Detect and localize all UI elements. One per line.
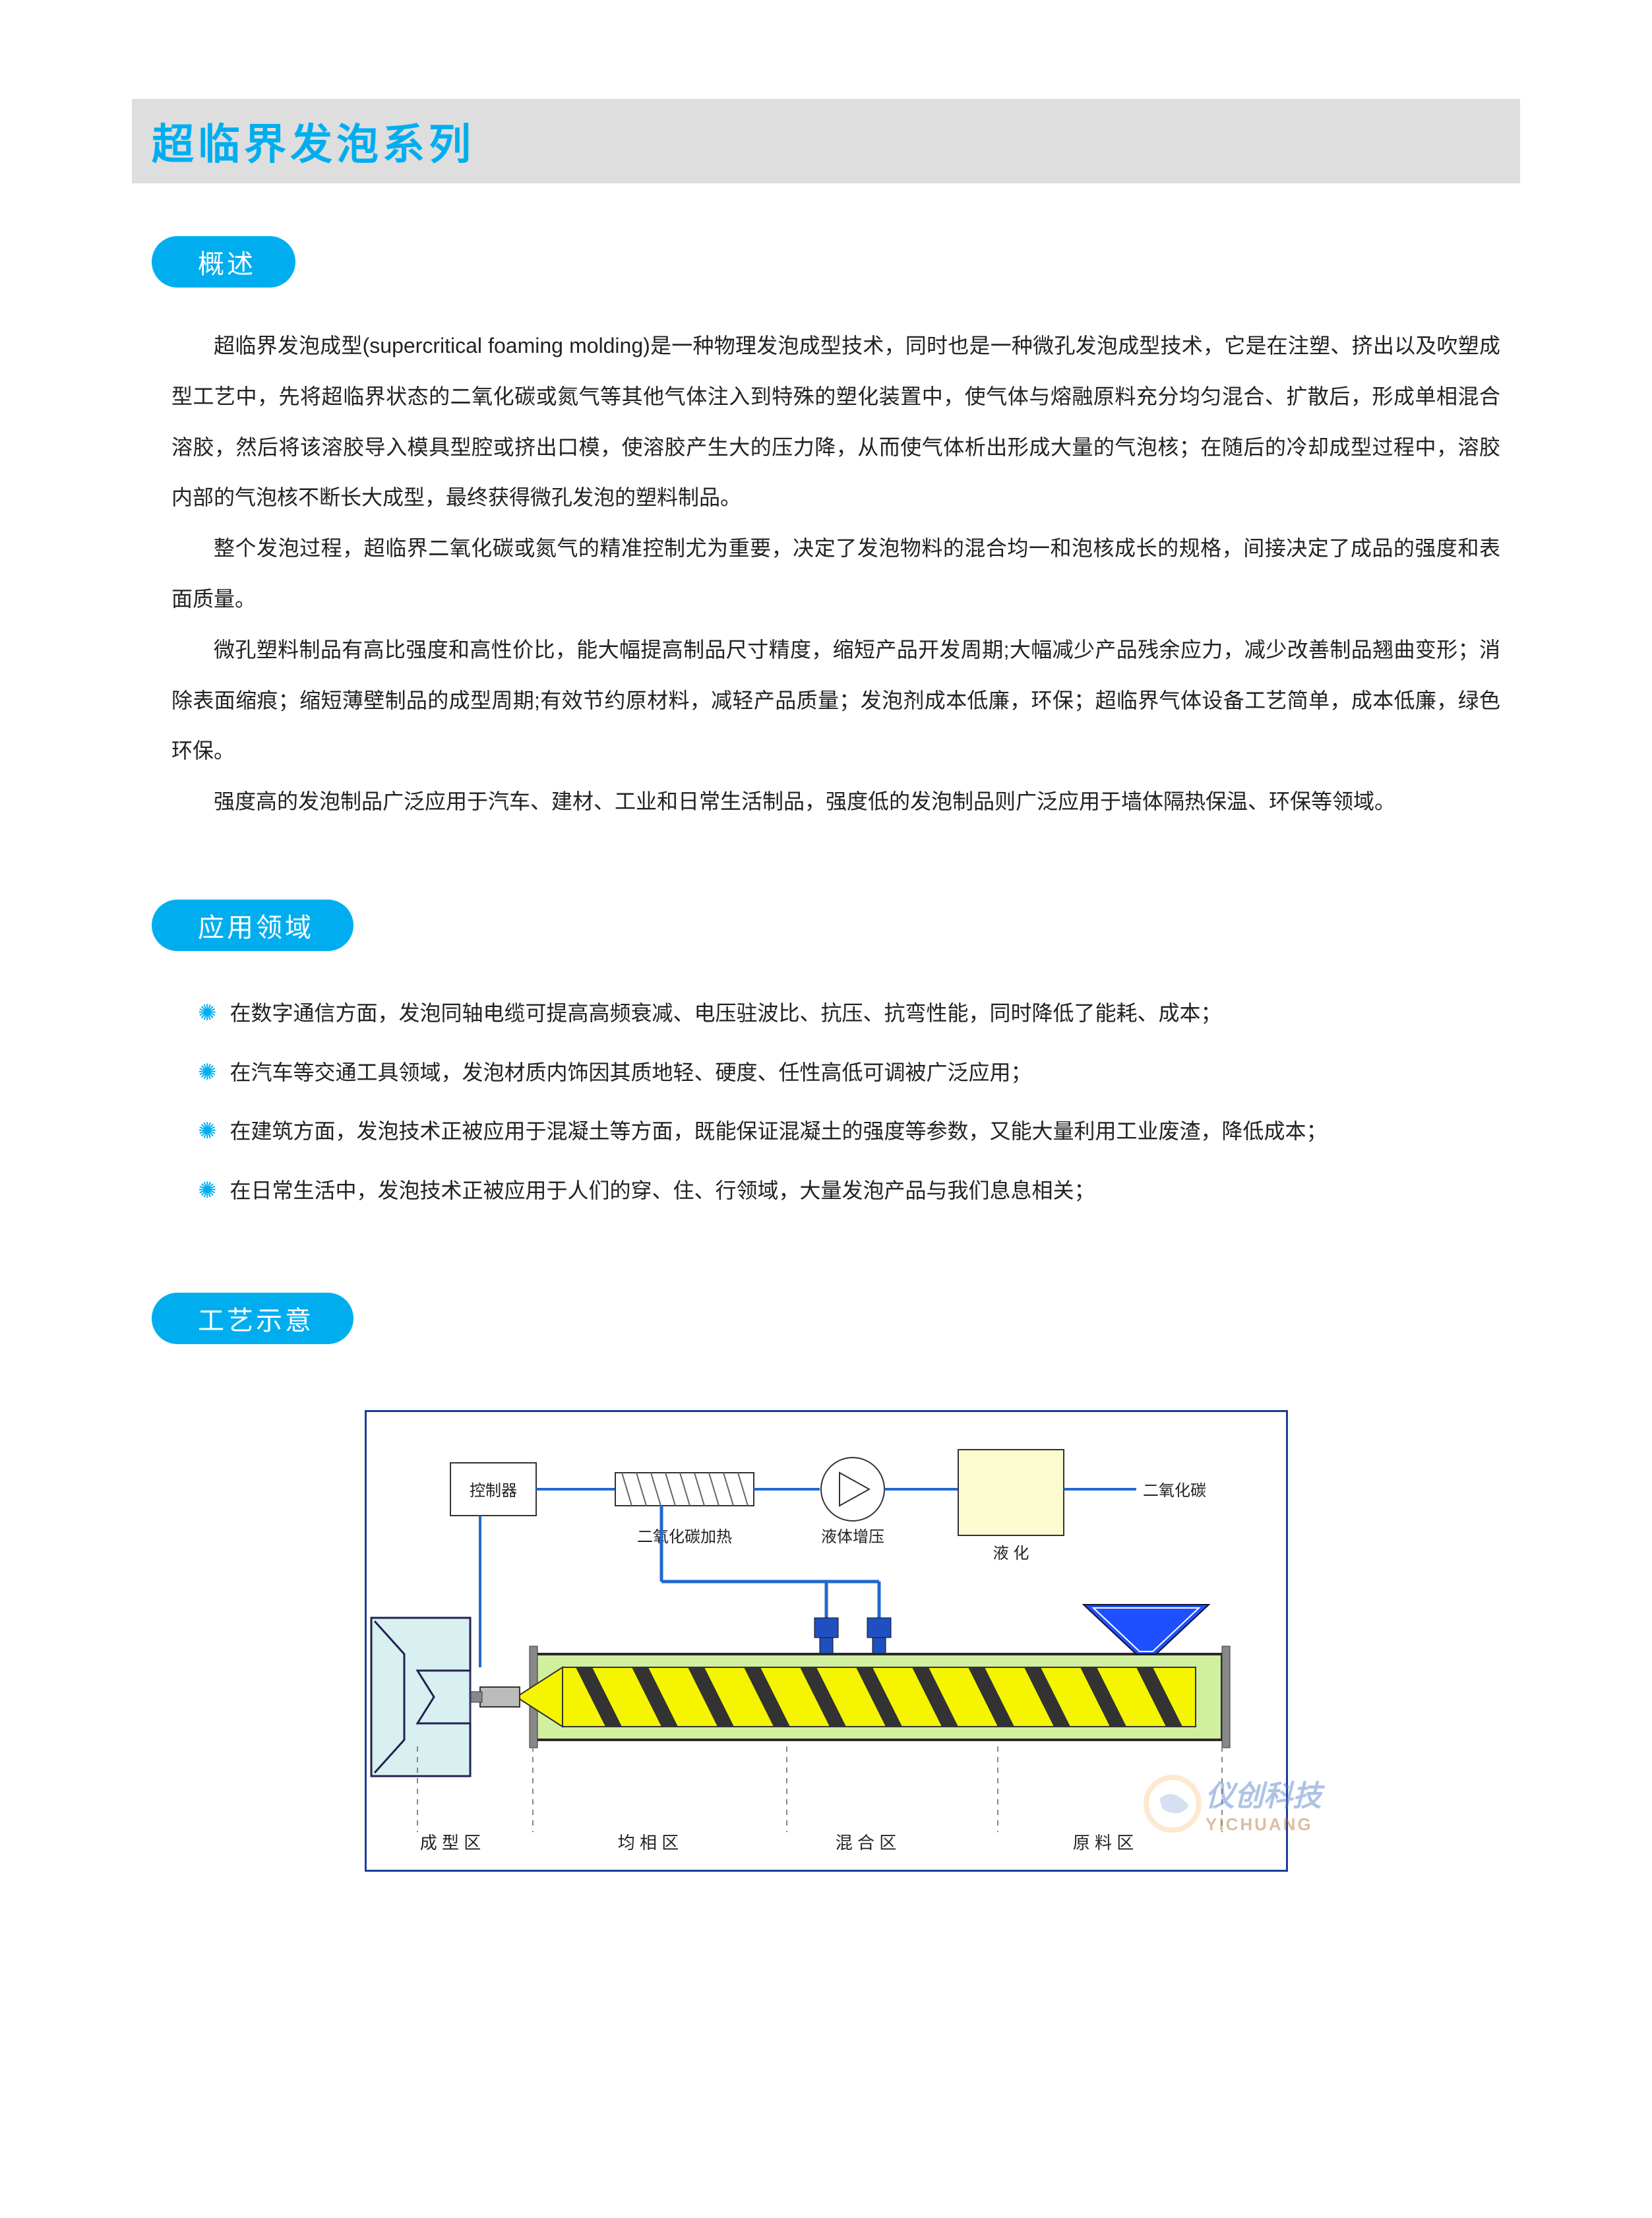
list-item: ✺ 在数字通信方面，发泡同轴电缆可提高高频衰减、电压驻波比、抗压、抗弯性能，同时… <box>198 984 1500 1043</box>
section-heading-applications: 应用领域 <box>152 900 353 951</box>
app-text-1: 在数字通信方面，发泡同轴电缆可提高高频衰减、电压驻波比、抗压、抗弯性能，同时降低… <box>230 984 1501 1043</box>
bullet-icon: ✺ <box>198 1043 217 1101</box>
bullet-icon: ✺ <box>198 1102 217 1160</box>
svg-text:二氧化碳加热: 二氧化碳加热 <box>637 1528 732 1546</box>
overview-p2: 整个发泡过程，超临界二氧化碳或氮气的精准控制尤为重要，决定了发泡物料的混合均一和… <box>171 523 1500 625</box>
bullet-icon: ✺ <box>198 984 217 1042</box>
app-text-2: 在汽车等交通工具领域，发泡材质内饰因其质地轻、硬度、任性高低可调被广泛应用； <box>230 1043 1501 1103</box>
page-title-bar: 超临界发泡系列 <box>132 99 1520 183</box>
applications-list: ✺ 在数字通信方面，发泡同轴电缆可提高高频衰减、电压驻波比、抗压、抗弯性能，同时… <box>132 984 1520 1220</box>
overview-p4: 强度高的发泡制品广泛应用于汽车、建材、工业和日常生活制品，强度低的发泡制品则广泛… <box>171 776 1500 827</box>
list-item: ✺ 在建筑方面，发泡技术正被应用于混凝土等方面，既能保证混凝土的强度等参数，又能… <box>198 1102 1500 1161</box>
overview-body: 超临界发泡成型(supercritical foaming molding)是一… <box>132 321 1520 827</box>
overview-p1: 超临界发泡成型(supercritical foaming molding)是一… <box>171 321 1500 523</box>
svg-text:成 型 区: 成 型 区 <box>419 1833 480 1853</box>
svg-text:混 合 区: 混 合 区 <box>835 1833 896 1853</box>
section-heading-overview: 概述 <box>152 236 295 288</box>
svg-text:液 化: 液 化 <box>993 1545 1029 1562</box>
bullet-icon: ✺ <box>198 1161 217 1219</box>
page-title: 超临界发泡系列 <box>152 121 475 168</box>
process-diagram: 控制器二氧化碳加热 液体增压液 化 二氧化碳成 型 区 均 相 区 混 合 区 原 料 区… <box>365 1410 1288 1872</box>
process-svg: 控制器二氧化碳加热 液体增压液 化 二氧化碳成 型 区 均 相 区 混 合 区 原 料 区 <box>365 1410 1288 1872</box>
app-text-3: 在建筑方面，发泡技术正被应用于混凝土等方面，既能保证混凝土的强度等参数，又能大量… <box>230 1102 1501 1161</box>
svg-text:液体增压: 液体增压 <box>821 1528 884 1546</box>
svg-text:原 料 区: 原 料 区 <box>1072 1833 1133 1853</box>
svg-text:二氧化碳: 二氧化碳 <box>1143 1482 1206 1500</box>
list-item: ✺ 在汽车等交通工具领域，发泡材质内饰因其质地轻、硬度、任性高低可调被广泛应用； <box>198 1043 1500 1103</box>
svg-text:均 相 区: 均 相 区 <box>617 1833 678 1853</box>
svg-text:控制器: 控制器 <box>470 1482 517 1500</box>
app-text-4: 在日常生活中，发泡技术正被应用于人们的穿、住、行领域，大量发泡产品与我们息息相关… <box>230 1161 1501 1221</box>
overview-p3: 微孔塑料制品有高比强度和高性价比，能大幅提高制品尺寸精度，缩短产品开发周期;大幅… <box>171 625 1500 776</box>
list-item: ✺ 在日常生活中，发泡技术正被应用于人们的穿、住、行领域，大量发泡产品与我们息息… <box>198 1161 1500 1221</box>
section-heading-process: 工艺示意 <box>152 1293 353 1344</box>
